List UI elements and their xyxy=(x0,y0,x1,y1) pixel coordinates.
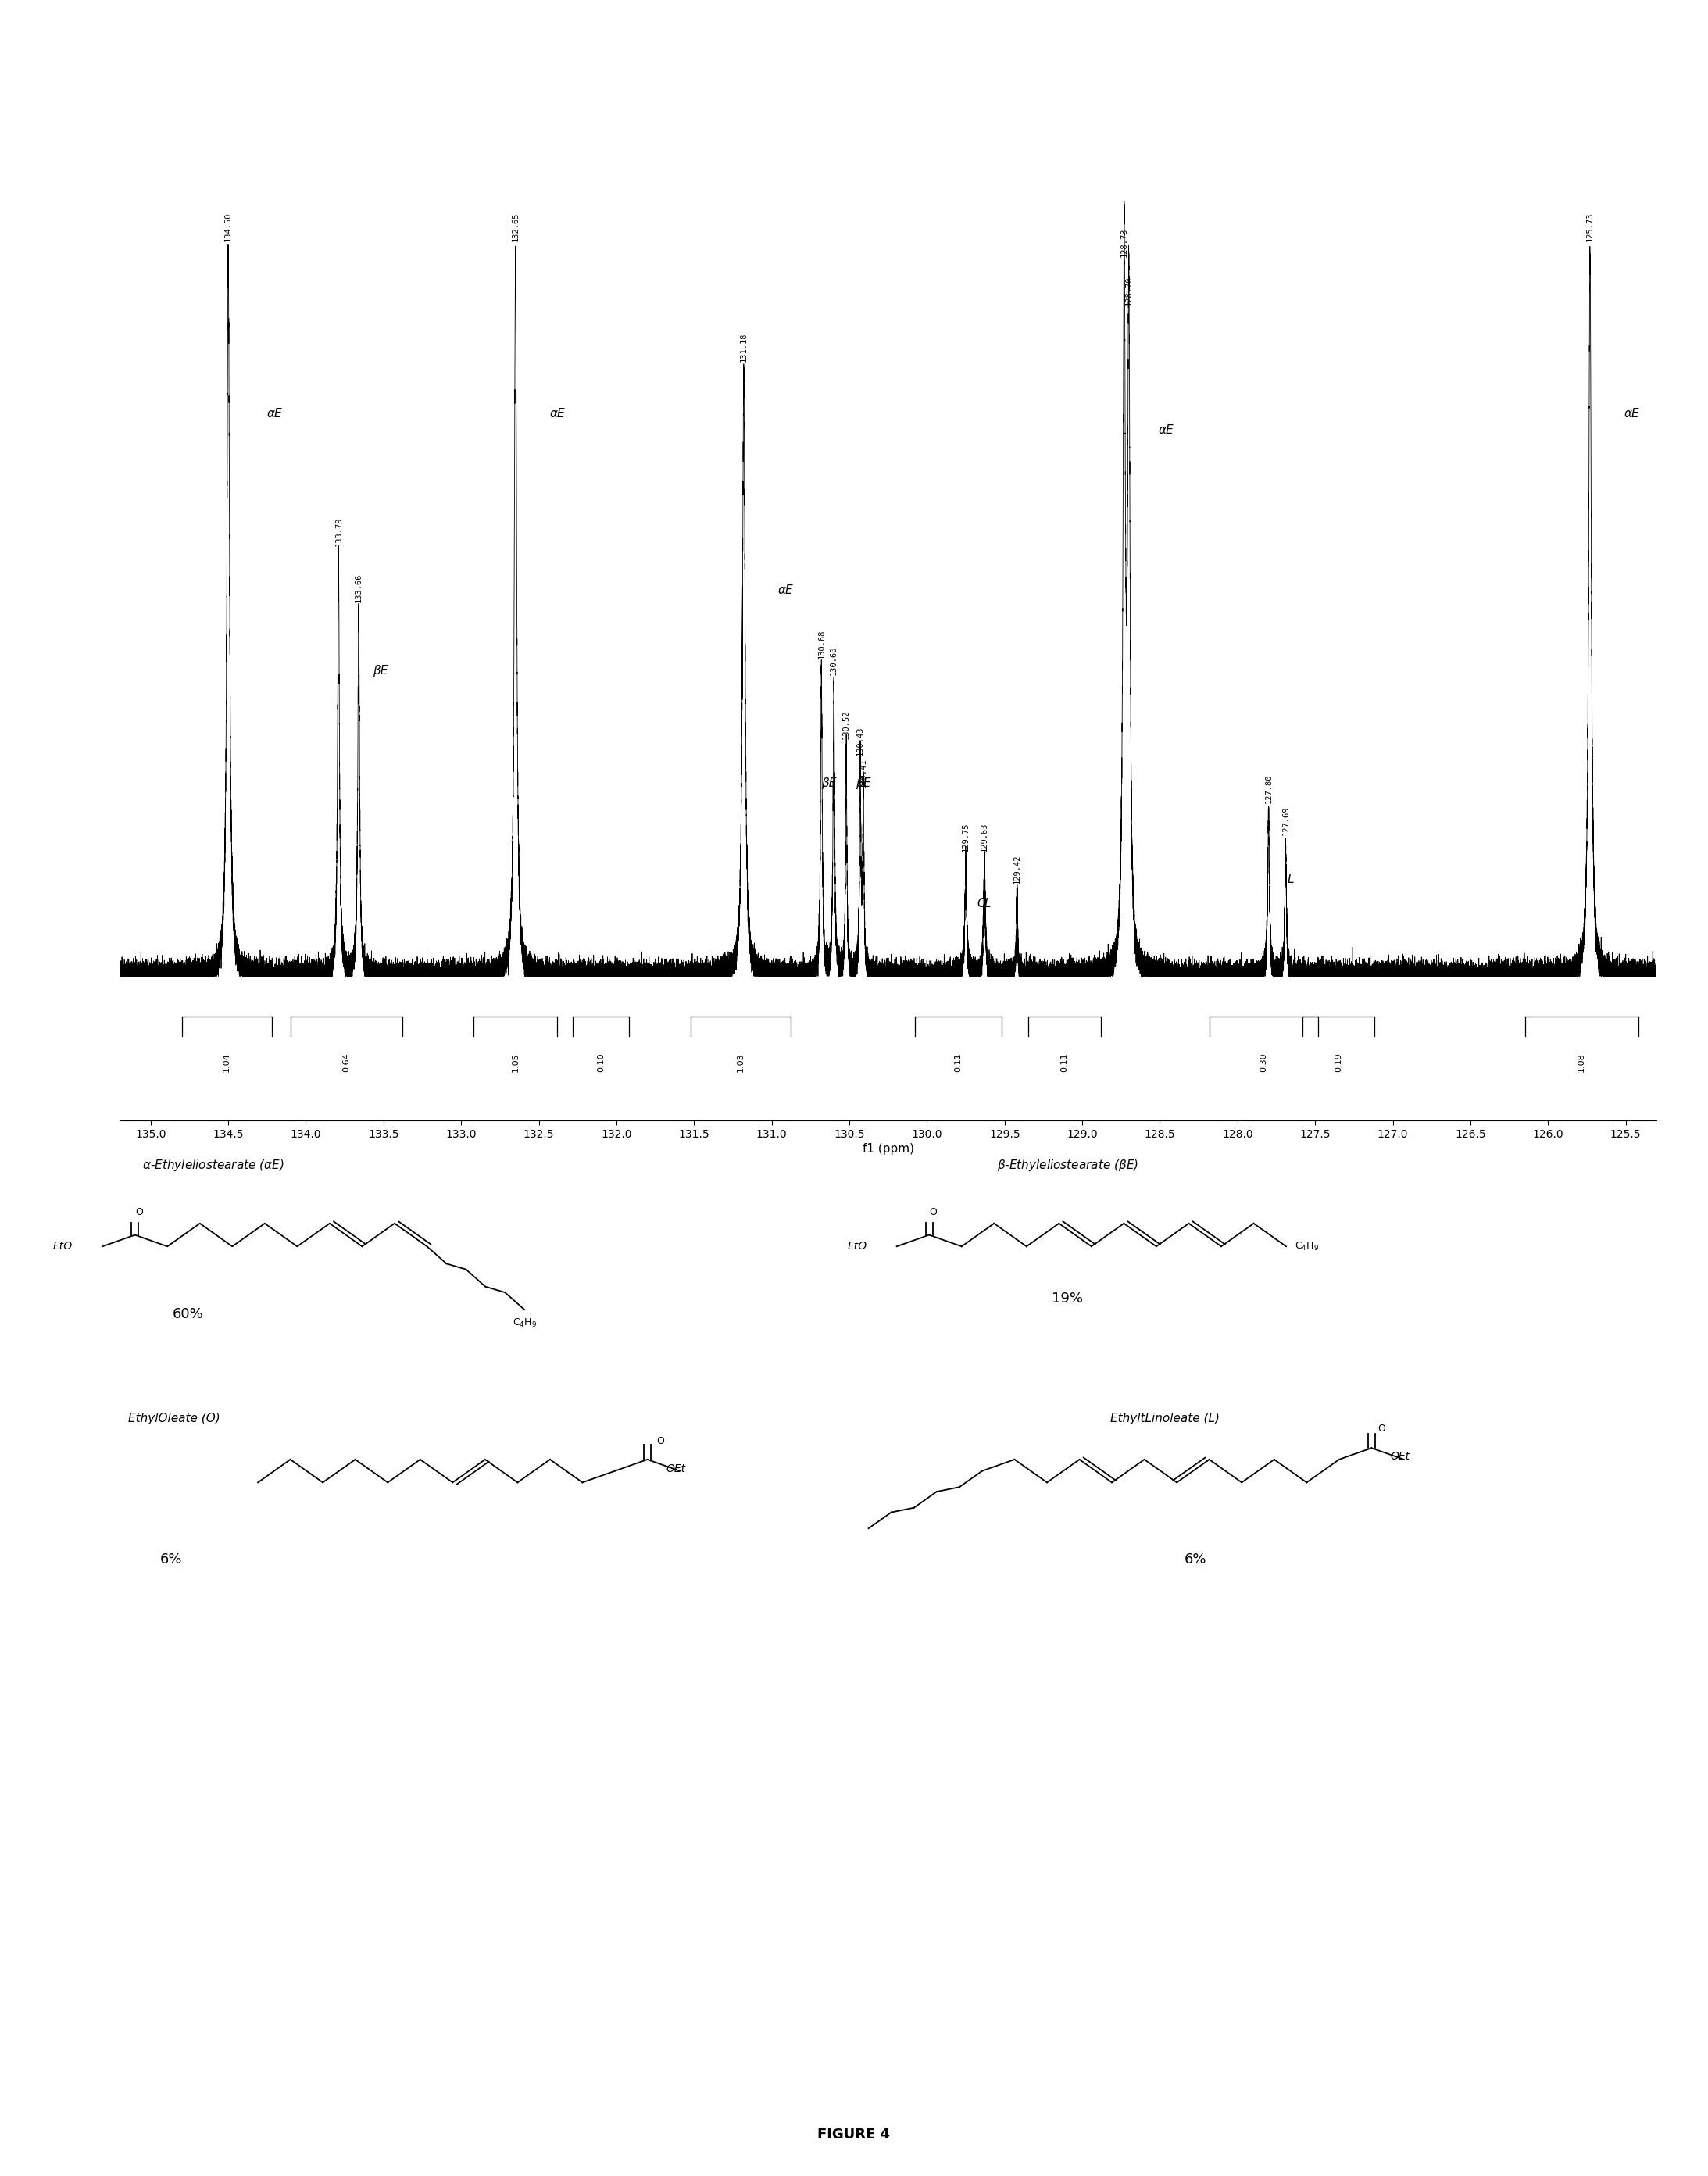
Text: EthylOleate (O): EthylOleate (O) xyxy=(128,1412,220,1423)
Text: 1.04: 1.04 xyxy=(222,1053,231,1073)
Text: O: O xyxy=(1378,1423,1385,1434)
Text: L: L xyxy=(1288,875,1295,886)
Text: 128.73: 128.73 xyxy=(1120,228,1127,257)
Text: OEt: OEt xyxy=(666,1464,685,1475)
Text: O: O xyxy=(977,899,986,910)
Text: OEt: OEt xyxy=(1390,1451,1409,1462)
Text: 0.30: 0.30 xyxy=(1261,1053,1267,1071)
Text: 0.11: 0.11 xyxy=(1061,1053,1068,1071)
Text: 131.18: 131.18 xyxy=(740,333,748,361)
Text: αE: αE xyxy=(266,409,282,420)
Text: C$_4$H$_9$: C$_4$H$_9$ xyxy=(1295,1240,1319,1253)
Text: 130.43: 130.43 xyxy=(856,727,864,755)
Text: 132.65: 132.65 xyxy=(512,211,519,242)
Text: L: L xyxy=(984,899,991,910)
X-axis label: f1 (ppm): f1 (ppm) xyxy=(863,1142,914,1155)
Text: C$_4$H$_9$: C$_4$H$_9$ xyxy=(512,1316,536,1330)
Text: EtO: EtO xyxy=(53,1240,72,1251)
Text: 6%: 6% xyxy=(1184,1554,1208,1567)
Text: $\beta$-Ethyleliostearate ($\beta$E): $\beta$-Ethyleliostearate ($\beta$E) xyxy=(997,1158,1138,1173)
Text: EthyltLinoleate (L): EthyltLinoleate (L) xyxy=(1110,1412,1220,1423)
Text: αE: αE xyxy=(777,585,793,596)
Text: 1.08: 1.08 xyxy=(1578,1053,1585,1073)
Text: 129.42: 129.42 xyxy=(1013,855,1021,883)
Text: 133.66: 133.66 xyxy=(355,572,362,603)
Text: 130.52: 130.52 xyxy=(842,709,851,740)
Text: 129.63: 129.63 xyxy=(980,823,989,851)
Text: αE: αE xyxy=(550,409,565,420)
Text: FIGURE 4: FIGURE 4 xyxy=(818,2128,890,2141)
Text: 0.10: 0.10 xyxy=(598,1053,605,1071)
Text: 130.60: 130.60 xyxy=(830,646,837,675)
Text: 1.03: 1.03 xyxy=(736,1053,745,1071)
Text: βE: βE xyxy=(822,777,837,790)
Text: EtO: EtO xyxy=(847,1240,868,1251)
Text: 19%: 19% xyxy=(1052,1293,1083,1306)
Text: 127.69: 127.69 xyxy=(1281,807,1290,836)
Text: 60%: 60% xyxy=(173,1308,203,1321)
Text: αE: αE xyxy=(1158,424,1173,435)
Text: 125.73: 125.73 xyxy=(1587,211,1594,242)
Text: 134.50: 134.50 xyxy=(224,211,232,242)
Text: 0.11: 0.11 xyxy=(955,1053,962,1071)
Text: $\alpha$-Ethyleliostearate ($\alpha$E): $\alpha$-Ethyleliostearate ($\alpha$E) xyxy=(142,1158,285,1173)
Text: 130.68: 130.68 xyxy=(818,629,825,659)
Text: O: O xyxy=(656,1436,664,1447)
Text: O: O xyxy=(135,1208,143,1219)
Text: βE: βE xyxy=(372,666,388,677)
Text: 0.19: 0.19 xyxy=(1334,1053,1342,1073)
Text: 127.80: 127.80 xyxy=(1264,775,1272,803)
Text: 130.41: 130.41 xyxy=(859,757,868,788)
Text: βE: βE xyxy=(856,777,871,790)
Text: αE: αE xyxy=(1624,409,1640,420)
Text: 6%: 6% xyxy=(159,1554,183,1567)
Text: 133.79: 133.79 xyxy=(335,518,342,546)
Text: 129.75: 129.75 xyxy=(962,823,970,851)
Text: O: O xyxy=(929,1208,938,1219)
Text: 1.05: 1.05 xyxy=(512,1053,519,1071)
Text: 0.64: 0.64 xyxy=(342,1053,350,1073)
Text: 128.70: 128.70 xyxy=(1126,276,1132,305)
